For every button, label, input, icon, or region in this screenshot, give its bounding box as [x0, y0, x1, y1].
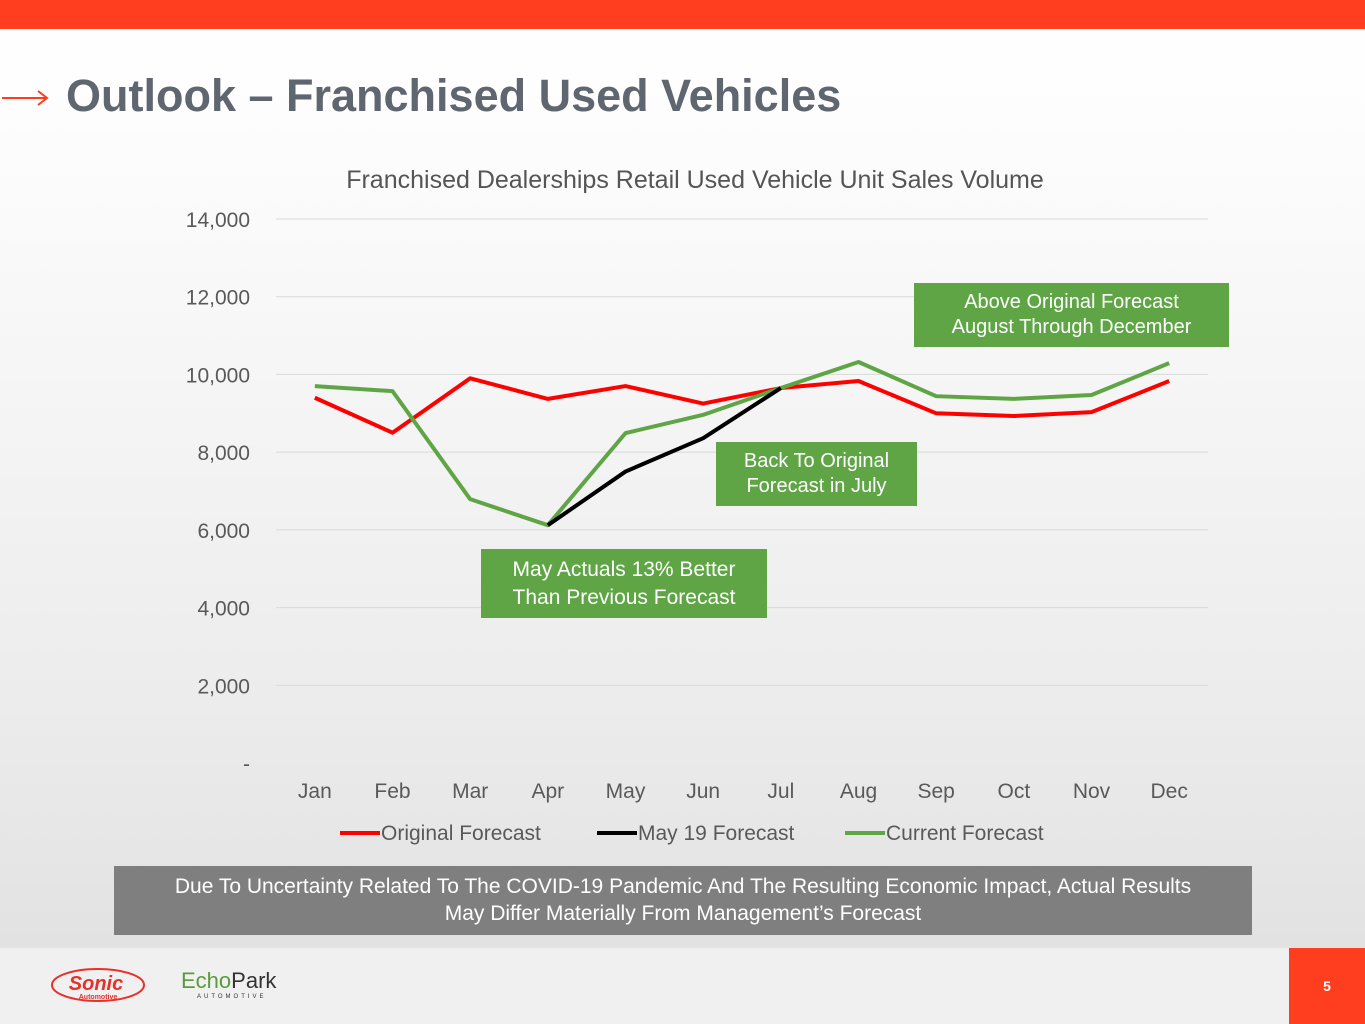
disclaimer-line: Due To Uncertainty Related To The COVID-…	[174, 875, 1192, 898]
x-tick-label: Dec	[1150, 780, 1187, 803]
y-tick-label: 12,000	[186, 287, 250, 310]
y-tick-label: 14,000	[186, 209, 250, 232]
y-tick-label: 2,000	[197, 675, 250, 698]
x-tick-label: May	[606, 780, 646, 803]
x-tick-label: Mar	[452, 780, 488, 803]
x-tick-label: Oct	[997, 780, 1030, 803]
logo-text: Sonic	[69, 973, 123, 995]
annotation-may-actuals: May Actuals 13% Better Than Previous Fore…	[481, 549, 767, 618]
chart-title: Franchised Dealerships Retail Used Vehic…	[346, 166, 1044, 194]
annotation-text: Forecast in July	[746, 475, 887, 497]
top-accent-bar	[0, 0, 1365, 29]
page-title: Outlook – Franchised Used Vehicles	[66, 70, 842, 121]
annotation-text: Above Original Forecast	[964, 291, 1179, 313]
x-tick-label: Jul	[767, 780, 794, 803]
line-chart: - 2,000 4,000 6,000 8,000 10,000 12,000 14,000 J…	[186, 209, 1208, 845]
series-line-original-forecast	[314, 376, 1170, 435]
annotation-text: Back To Original	[743, 450, 890, 472]
y-tick-label: -	[243, 753, 250, 776]
annotation-text: August Through December	[951, 316, 1192, 338]
x-tick-label: Aug	[840, 780, 877, 803]
x-tick-label: Jan	[298, 780, 332, 803]
annotation-text: Than Previous Forecast	[512, 585, 736, 609]
logo-subtext: Automotive	[79, 994, 118, 1001]
legend-label: Current Forecast	[886, 822, 1044, 845]
x-tick-label: Nov	[1073, 780, 1111, 803]
x-tick-label: Apr	[531, 780, 564, 803]
footer	[0, 948, 1365, 1024]
echopark-subtext: AUTOMOTIVE	[197, 994, 267, 1000]
annotation-back-to-original: Back To Original Forecast in July	[716, 442, 917, 506]
logo-text: Echo	[181, 968, 232, 993]
disclaimer-banner: Due To Uncertainty Related To The COVID-…	[114, 866, 1252, 935]
disclaimer-line: May Differ Materially From Management’s …	[444, 902, 922, 925]
y-tick-label: 6,000	[197, 520, 250, 543]
y-tick-label: 10,000	[186, 364, 250, 387]
x-tick-label: Sep	[917, 780, 954, 803]
legend-label: Original Forecast	[381, 822, 541, 845]
echopark-logo: EchoPark	[181, 968, 276, 994]
arrow-icon	[2, 90, 49, 106]
y-tick-label: 8,000	[197, 442, 250, 465]
legend-label: May 19 Forecast	[638, 822, 795, 845]
x-tick-label: Feb	[374, 780, 410, 803]
y-tick-label: 4,000	[197, 598, 250, 621]
x-tick-label: Jun	[686, 780, 720, 803]
sonic-automotive-logo: Sonic Automotive	[51, 968, 145, 1002]
series-line-may-19-forecast	[546, 386, 782, 527]
series-line-current-forecast	[314, 359, 1170, 528]
page-number: 5	[1289, 948, 1365, 1024]
logo-text: Park	[231, 968, 277, 993]
annotation-above-forecast: Above Original Forecast August Through De…	[914, 283, 1229, 347]
annotation-text: May Actuals 13% Better	[512, 557, 736, 581]
